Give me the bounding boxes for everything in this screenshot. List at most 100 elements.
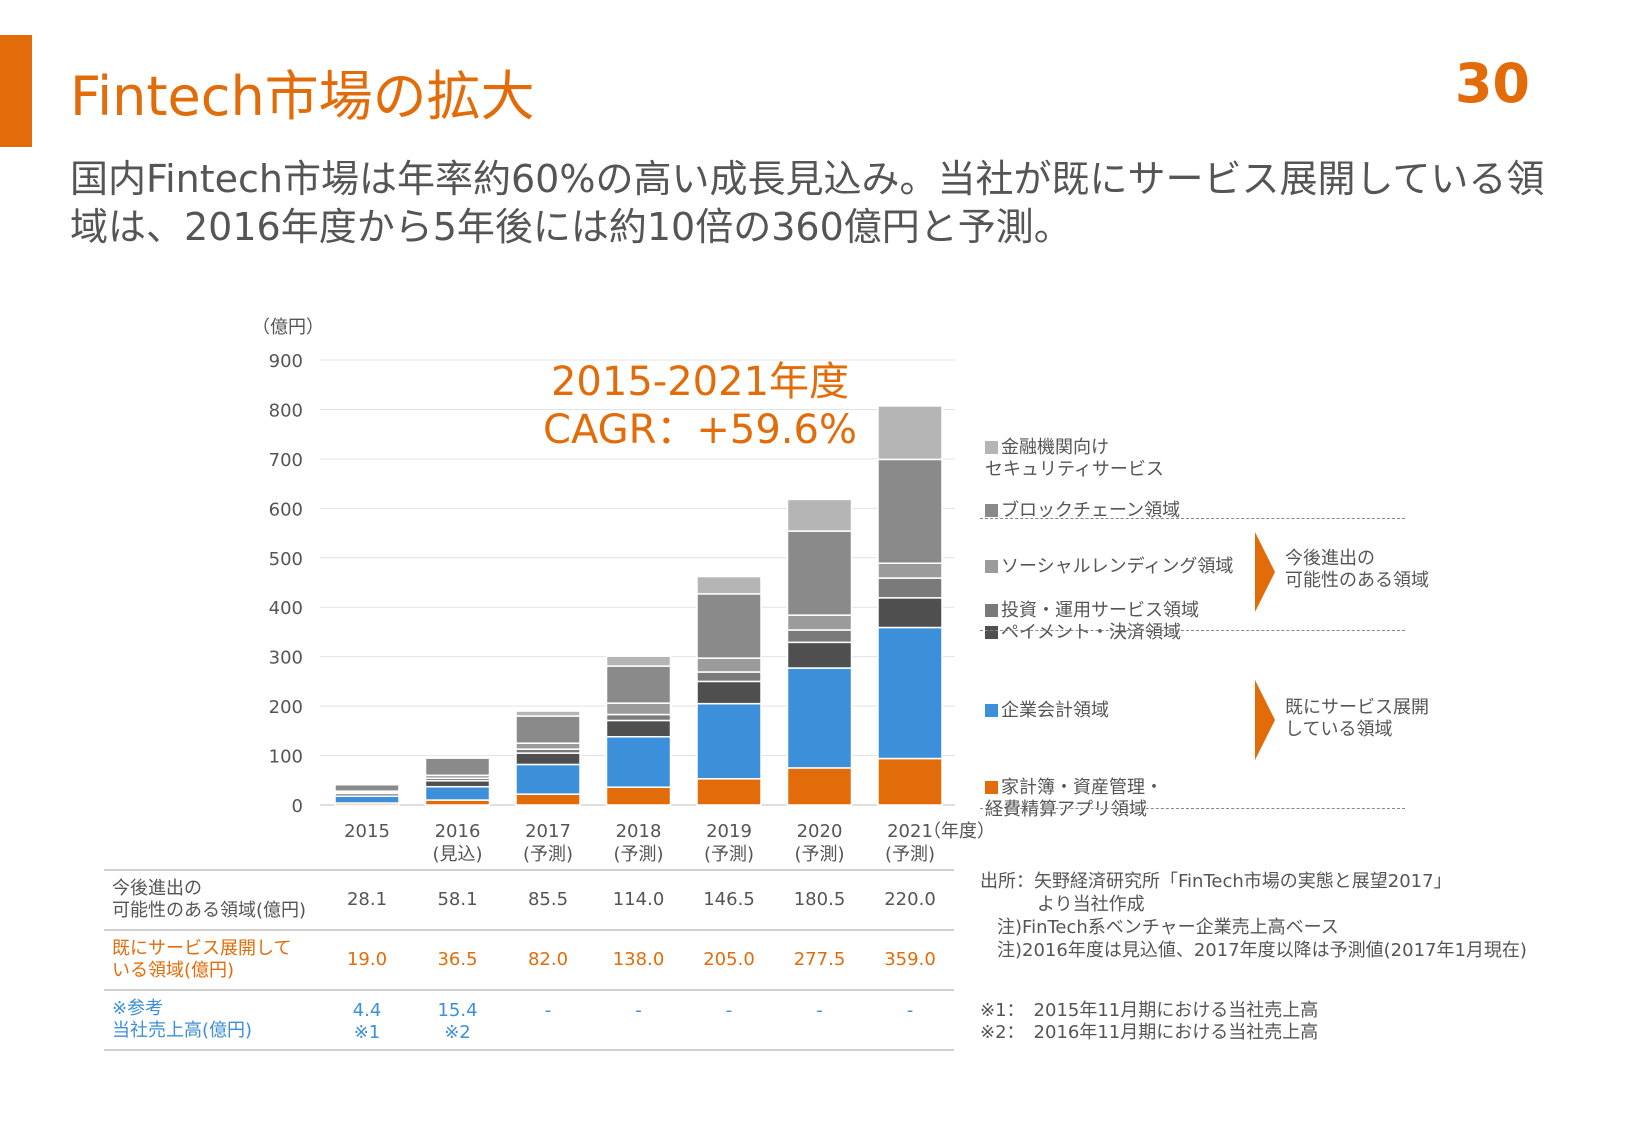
table-cell: 180.5 xyxy=(793,889,846,910)
y-tick-label: 0 xyxy=(292,796,303,817)
legend-divider-middle xyxy=(980,630,1405,631)
table-row-label-future: 今後進出の 可能性のある領域(億円) xyxy=(112,878,307,921)
y-tick-label: 700 xyxy=(269,450,303,471)
bar-segment-2021-s2 xyxy=(877,597,943,629)
bar-segment-2017-s6 xyxy=(515,710,581,717)
x-tick-sublabel: (予測) xyxy=(613,844,663,865)
bar-segment-2019-s4 xyxy=(696,657,762,673)
table-cell: 205.0 xyxy=(703,949,755,970)
bar-segment-2015-s5 xyxy=(334,783,400,792)
x-tick-label: 2020 xyxy=(797,821,843,842)
y-tick-label: 400 xyxy=(269,598,303,619)
legend-swatch-security xyxy=(985,441,998,454)
bar-segment-2019-s1 xyxy=(696,702,762,780)
bar-segment-2018-s4 xyxy=(605,702,672,716)
bar-segment-2020-s4 xyxy=(786,614,853,631)
y-tick-label: 500 xyxy=(269,549,303,570)
footnote-1: ※1： 2015年11月期における当社売上高 xyxy=(980,1000,1319,1021)
bar-segment-2020-s5 xyxy=(786,530,853,616)
legend-divider-top xyxy=(980,518,1405,519)
bar-segment-2015-s6 xyxy=(334,782,400,786)
table-cell: 146.5 xyxy=(703,889,755,910)
x-tick-sublabel: (予測) xyxy=(704,844,754,865)
bar-segment-2020-s3 xyxy=(786,629,853,644)
legend-label-payment: ペイメント・決済領域 xyxy=(1001,622,1181,643)
legend-item-household: 家計簿・資産管理・ 経費精算アプリ領域 xyxy=(985,755,1163,821)
bar-segment-2020-s6 xyxy=(786,498,853,532)
legend-label-social-lending: ソーシャルレンディング領域 xyxy=(1001,556,1234,577)
group-label-existing: 既にサービス展開 している領域 xyxy=(1285,697,1429,740)
table-cell: 28.1 xyxy=(346,889,388,910)
bar-segment-2018-s0 xyxy=(605,786,672,806)
source-note: 出所：矢野経済研究所「FinTech市場の実態と展望2017」 より当社作成 注… xyxy=(980,870,1527,962)
bar-segment-2016-s5 xyxy=(424,757,491,777)
bar-segment-2021-s0 xyxy=(877,757,943,806)
bar-segment-2021-s6 xyxy=(877,405,943,461)
source-line-2: より当社作成 xyxy=(1037,894,1145,915)
bar-segment-2020-s0 xyxy=(786,767,853,806)
table-cell: 114.0 xyxy=(612,889,665,910)
x-tick-sublabel: (予測) xyxy=(794,844,844,865)
y-tick-label: 300 xyxy=(269,648,303,669)
table-cell: 277.5 xyxy=(793,949,846,970)
cagr-annotation: 2015-2021年度 CAGR：+59.6% xyxy=(520,358,880,454)
table-cell: 36.5 xyxy=(437,949,478,970)
bar-segment-2021-s1 xyxy=(877,626,943,760)
y-tick-label: 800 xyxy=(269,400,303,421)
group-arrow-future xyxy=(1255,532,1275,612)
bar-segment-2018-s5 xyxy=(605,665,672,704)
table-divider-4 xyxy=(104,1049,954,1051)
legend-item-blockchain: ブロックチェーン領域 xyxy=(985,478,1180,522)
legend-swatch-household xyxy=(985,781,998,794)
table-divider-1 xyxy=(104,869,954,871)
table-cell: - xyxy=(635,1000,642,1021)
x-tick-label: 2018 xyxy=(616,821,662,842)
table-cell: - xyxy=(725,1000,733,1021)
table-divider-3 xyxy=(104,989,954,991)
legend-swatch-investment xyxy=(985,604,998,617)
legend-label-corporate-accounting: 企業会計領域 xyxy=(1001,700,1109,721)
table-row-label-reference: ※参考 当社売上高(億円) xyxy=(112,998,253,1041)
table-cell: 4.4 ※1 xyxy=(352,1000,382,1043)
bar-segment-2021-s4 xyxy=(877,562,943,579)
x-axis-unit: （年度） xyxy=(923,821,995,842)
legend-item-payment: ペイメント・決済領域 xyxy=(985,600,1181,644)
table-row-label-existing: 既にサービス展開して いる領域(億円) xyxy=(112,938,292,981)
bar-segment-2016-s6 xyxy=(424,755,491,759)
footnote-2: ※2： 2016年11月期における当社売上高 xyxy=(980,1022,1319,1043)
table-cell: 85.5 xyxy=(527,889,569,910)
x-tick-sublabel: (見込) xyxy=(432,844,482,865)
bar-segment-2018-s1 xyxy=(605,736,672,788)
table-cell: - xyxy=(544,1000,552,1021)
source-line-3: 注)FinTech系ベンチャー企業売上高ベース xyxy=(997,917,1339,938)
group-arrow-existing xyxy=(1255,680,1275,760)
legend-label-investment: 投資・運用サービス領域 xyxy=(1001,600,1199,621)
table-cell: 58.1 xyxy=(437,889,478,910)
x-tick-label: 2017 xyxy=(525,821,571,842)
x-tick-label: 2021 xyxy=(887,821,933,842)
legend-label-security: 金融機関向け セキュリティサービス xyxy=(985,437,1164,480)
accent-bar xyxy=(0,35,32,147)
y-axis-label: （億円） xyxy=(252,317,324,338)
legend-label-household: 家計簿・資産管理・ 経費精算アプリ領域 xyxy=(985,777,1163,820)
x-tick-label: 2015 xyxy=(344,821,390,842)
source-line-1: 出所：矢野経済研究所「FinTech市場の実態と展望2017」 xyxy=(980,871,1452,892)
bar-segment-2017-s0 xyxy=(515,793,581,806)
legend-item-security: 金融機関向け セキュリティサービス xyxy=(985,415,1164,481)
x-tick-label: 2019 xyxy=(706,821,752,842)
bar-segment-2019-s2 xyxy=(696,680,762,705)
group-label-future: 今後進出の 可能性のある領域 xyxy=(1285,548,1429,591)
page-title: Fintech市場の拡大 xyxy=(70,65,535,128)
bar-segment-2015-s1 xyxy=(334,795,400,804)
table-cell: - xyxy=(816,1000,823,1021)
cagr-value: CAGR：+59.6% xyxy=(543,407,857,453)
bar-segment-2018-s3 xyxy=(605,713,672,722)
bar-segment-2016-s2 xyxy=(424,780,491,788)
table-divider-2 xyxy=(104,929,954,931)
y-tick-label: 200 xyxy=(269,697,303,718)
page-subtitle: 国内Fintech市場は年率約60%の高い成長見込み。当社が既にサービス展開して… xyxy=(70,157,1545,249)
bar-segment-2016-s1 xyxy=(424,785,491,801)
bar-segment-2017-s4 xyxy=(515,742,581,750)
bar-segment-2020-s2 xyxy=(786,641,853,669)
legend-item-investment: 投資・運用サービス領域 xyxy=(985,578,1199,622)
